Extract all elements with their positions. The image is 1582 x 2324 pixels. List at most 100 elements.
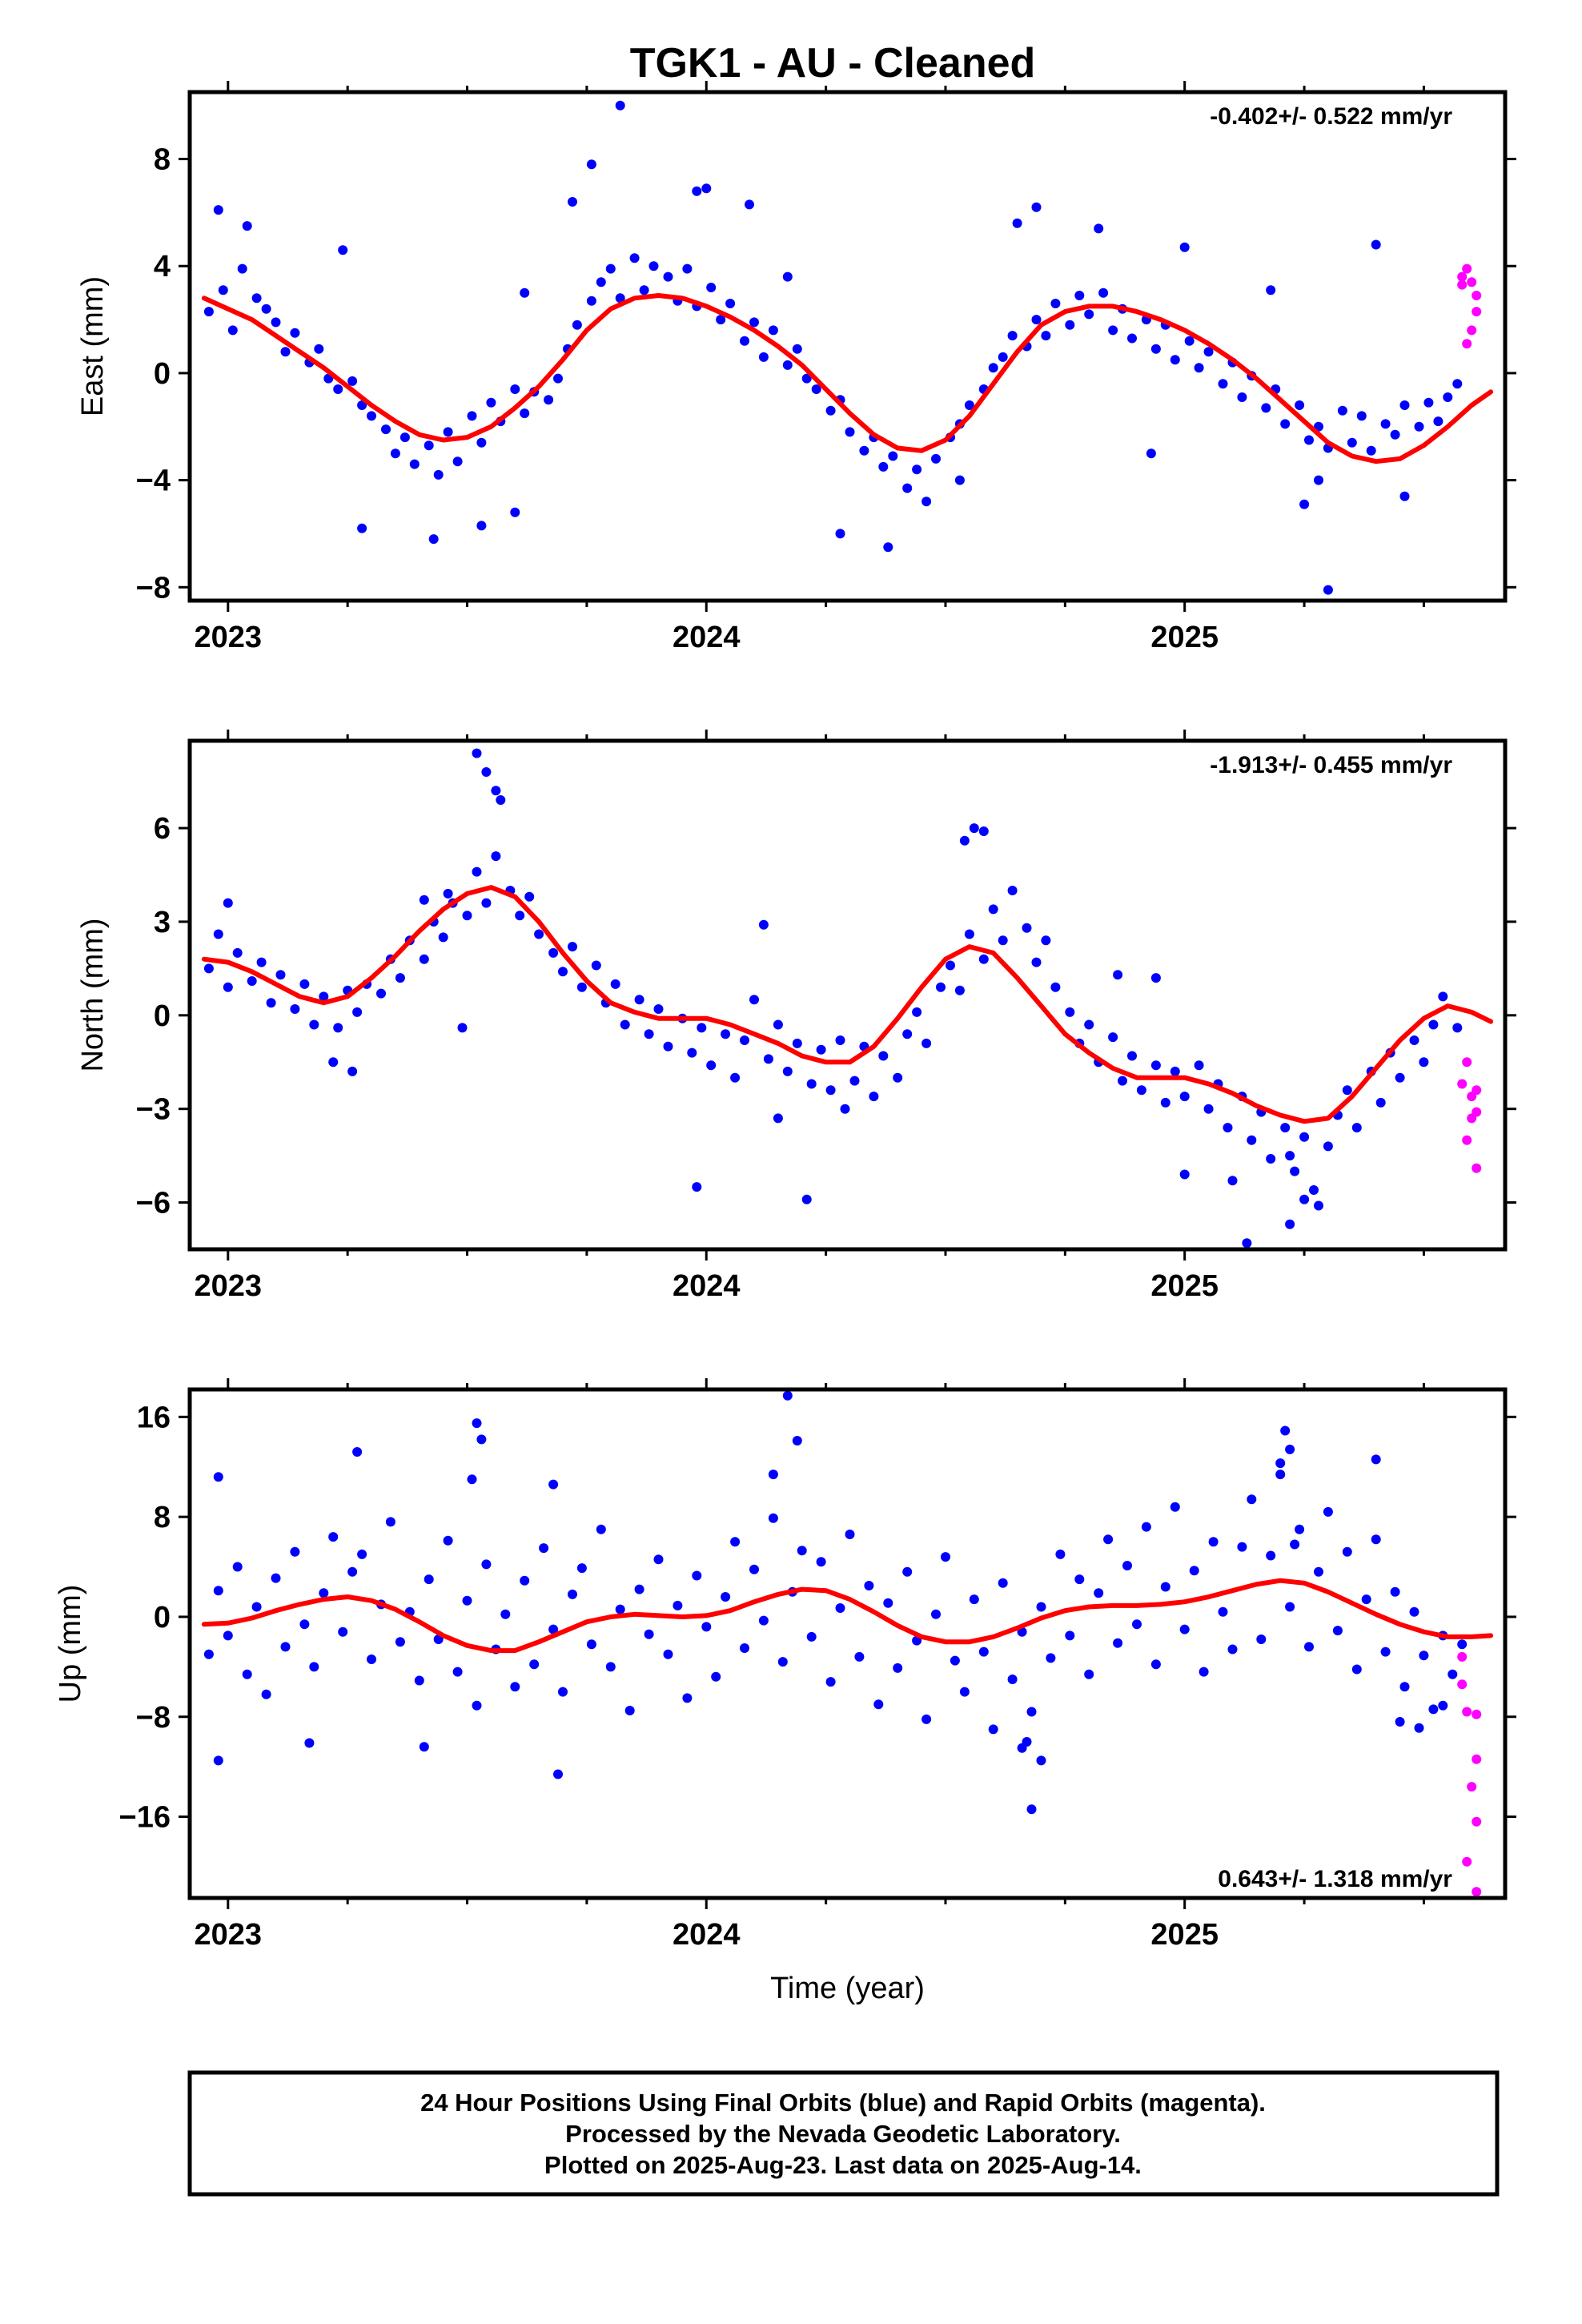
north-final-point [634,995,644,1005]
north-final-point [352,1007,363,1017]
up-final-point [988,1724,998,1735]
east-final-point [1179,242,1190,252]
east-rapid-point [1467,277,1477,287]
up-final-point [902,1566,913,1577]
north-final-point [1299,1132,1310,1142]
east-final-point [443,427,453,437]
east-final-point [510,384,520,394]
up-final-point [692,1570,702,1581]
up-final-point [768,1513,778,1523]
up-final-point [721,1592,731,1602]
east-final-point [988,363,998,373]
east-final-point [1050,299,1061,308]
north-final-point [223,982,233,992]
up-final-point [213,1586,223,1596]
east-final-point [1194,363,1204,373]
up-rate-label: 0.643+/- 1.318 mm/yr [1218,1866,1452,1892]
north-final-point [1022,923,1032,933]
east-model-curve [201,293,1494,464]
east-final-point [586,159,596,170]
east-final-point [1150,344,1161,354]
up-final-point [1046,1653,1056,1663]
east-final-point [486,397,496,408]
north-final-point [213,929,223,939]
north-final-point [568,942,577,952]
north-final-point [763,1054,773,1064]
north-final-point [534,929,544,939]
east-frame [187,90,1508,603]
up-final-point [1419,1651,1429,1661]
east-final-point [801,373,812,384]
up-final-point [634,1584,644,1594]
up-ytick-label: 8 [154,1501,171,1534]
north-final-point [232,947,243,958]
east-final-point [615,293,625,304]
east-final-point [271,317,281,328]
east-final-point [825,405,836,416]
up-final-point [1266,1550,1276,1561]
north-xtick-label: 2025 [1150,1269,1219,1303]
up-final-point [419,1742,429,1752]
east-final-point [400,432,410,443]
east-final-point [1399,491,1410,501]
north-final-point [203,963,214,974]
east-final-point [835,529,845,539]
up-xtick-label: 2025 [1150,1918,1219,1952]
up-final-point [452,1667,463,1677]
east-final-point [859,445,869,456]
up-final-point [1026,1707,1037,1717]
north-final-point [491,786,501,796]
up-final-point [1428,1704,1439,1715]
up-final-point [352,1447,363,1457]
east-rapid-point [1457,271,1468,282]
up-final-point [883,1598,893,1608]
north-final-point [1041,935,1051,946]
north-panel: −6 −3 0 3 6 2023 2024 2025 North (mm) -1.913+/- 0… [76,730,1516,1303]
up-final-point [1314,1566,1323,1577]
up-final-point [1290,1539,1300,1550]
north-final-point [1280,1123,1291,1133]
north-ytick-label: 6 [154,812,171,846]
east-final-point [596,277,606,287]
north-final-point [443,888,453,899]
up-final-point [1227,1644,1238,1655]
up-rapid-point [1472,1709,1482,1719]
east-rapid-point [1462,263,1472,274]
up-final-point [1457,1639,1468,1650]
east-final-point [706,283,717,292]
east-final-point [921,497,932,507]
east-final-point [1337,405,1347,416]
east-rate-label: -0.402+/- 0.522 mm/yr [1210,103,1452,130]
north-final-point [954,985,965,995]
up-frame [187,1387,1508,1900]
up-final-point [701,1622,712,1632]
north-final-point [481,898,492,908]
east-final-point [964,400,974,410]
east-final-point [1347,437,1357,448]
east-final-point [218,285,228,296]
up-final-point [462,1595,472,1606]
east-final-point [314,344,324,354]
east-final-point [544,395,554,405]
up-final-point [605,1662,616,1672]
up-final-point [414,1675,424,1686]
footer-line-1: 24 Hour Positions Using Final Orbits (bl… [420,2089,1266,2117]
up-final-point [1323,1506,1333,1517]
north-final-point [333,1023,343,1033]
east-final-point [648,261,659,271]
north-final-point [290,1004,300,1014]
up-final-point [1036,1602,1046,1612]
east-final-point [998,352,1008,362]
north-final-point [921,1038,932,1048]
north-final-point [1065,1007,1075,1017]
east-final-point [782,360,793,370]
north-final-point [978,954,989,964]
up-final-point [476,1434,487,1445]
up-final-point [864,1581,874,1590]
north-final-point [1194,1060,1204,1071]
up-final-point [1007,1675,1018,1684]
up-final-point [682,1693,693,1703]
north-final-point [1375,1097,1386,1108]
north-rapid-point [1457,1079,1468,1089]
north-final-point [223,898,233,908]
